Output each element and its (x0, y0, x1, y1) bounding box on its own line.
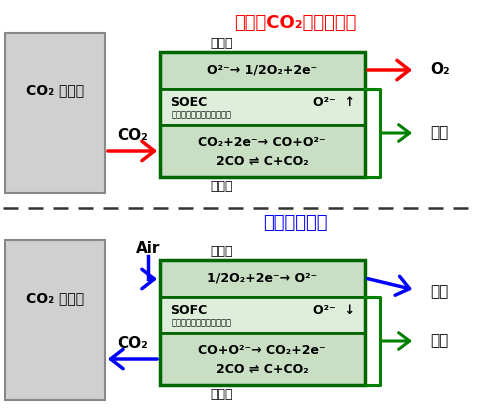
Text: 1/2O₂+2e⁻→ O²⁻: 1/2O₂+2e⁻→ O²⁻ (207, 272, 317, 284)
Text: CO+O²⁻→ CO₂+2e⁻: CO+O²⁻→ CO₂+2e⁻ (198, 344, 326, 356)
Text: 燃料極: 燃料極 (210, 388, 232, 401)
Bar (160, 125, 365, 177)
Text: CO₂ タンク: CO₂ タンク (26, 83, 84, 97)
Text: SOEC: SOEC (170, 95, 207, 109)
Text: O²⁻→ 1/2O₂+2e⁻: O²⁻→ 1/2O₂+2e⁻ (207, 64, 317, 76)
Text: O²⁻  ↓: O²⁻ ↓ (313, 303, 355, 316)
Text: 2CO ⇌ C+CO₂: 2CO ⇌ C+CO₂ (216, 155, 308, 168)
Bar (160, 52, 365, 89)
Bar (5, 240, 105, 400)
Bar (160, 297, 365, 333)
Text: CO₂: CO₂ (118, 336, 148, 351)
Text: 空気極: 空気極 (210, 37, 232, 50)
Text: 2CO ⇌ C+CO₂: 2CO ⇌ C+CO₂ (216, 363, 308, 376)
Bar (160, 89, 365, 125)
Text: （固体酸化物形燃料電池）: （固体酸化物形燃料電池） (172, 319, 232, 328)
Text: O²⁻  ↑: O²⁻ ↑ (313, 95, 355, 109)
Text: 充電（CO₂電気分解）: 充電（CO₂電気分解） (234, 14, 356, 32)
Bar (160, 52, 365, 177)
Text: 電力: 電力 (430, 333, 448, 349)
Text: 放電（発電）: 放電（発電） (263, 214, 327, 232)
Text: 電力: 電力 (430, 125, 448, 141)
Text: 排気: 排気 (430, 284, 448, 300)
Text: CO₂ タンク: CO₂ タンク (26, 291, 84, 305)
Bar (160, 260, 365, 385)
Text: CO₂: CO₂ (118, 128, 148, 143)
Text: （固体酸化物形電解セル）: （固体酸化物形電解セル） (172, 111, 232, 120)
Bar (160, 260, 365, 297)
Text: 燃料極: 燃料極 (210, 180, 232, 193)
Text: Air: Air (136, 241, 160, 256)
Text: O₂: O₂ (430, 62, 450, 78)
Text: 空気極: 空気極 (210, 245, 232, 258)
Text: CO₂+2e⁻→ CO+O²⁻: CO₂+2e⁻→ CO+O²⁻ (198, 136, 326, 148)
Text: SOFC: SOFC (170, 303, 207, 316)
Bar (5, 33, 105, 193)
Bar (160, 333, 365, 385)
